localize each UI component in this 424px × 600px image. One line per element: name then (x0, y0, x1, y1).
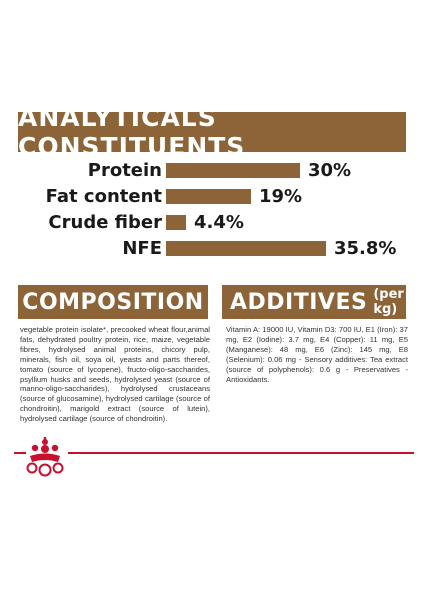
royal-crown-logo-icon (26, 437, 64, 477)
additives-title-label: ADDITIVES (230, 289, 368, 315)
additives-text: Vitamin A: 19000 IU, Vitamin D3: 700 IU,… (226, 325, 408, 384)
additives-unit: (per kg) (373, 287, 404, 317)
additives-title: ADDITIVES (per kg) (222, 285, 406, 319)
bar-category-label: Protein (87, 160, 162, 181)
bar-value-label: 4.4% (194, 212, 244, 233)
composition-title: COMPOSITION (18, 285, 208, 319)
bar-category-label: Crude fiber (48, 212, 162, 233)
footer-line-left (14, 452, 26, 454)
bar (166, 189, 251, 204)
composition-text: vegetable protein isolate*, precooked wh… (20, 325, 210, 424)
bar-value-label: 30% (308, 160, 352, 181)
bar-row: Fat content 19% (18, 184, 406, 210)
bar (166, 163, 300, 178)
bar-row: Crude fiber 4.4% (18, 210, 406, 236)
bar-category-label: NFE (122, 238, 162, 259)
analytical-bar-chart: Protein 30% Fat content 19% Crude fiber 4.4% N… (18, 158, 406, 262)
bar-row: Protein 30% (18, 158, 406, 184)
bar-value-label: 19% (259, 186, 303, 207)
bar-category-label: Fat content (45, 186, 162, 207)
bar-value-label: 35.8% (334, 238, 397, 259)
analytical-title: ANALYTICALS CONSTITUENTS (18, 103, 406, 161)
bar-row: NFE 35.8% (18, 236, 406, 262)
bar (166, 215, 186, 230)
bar (166, 241, 326, 256)
footer-line-right (68, 452, 414, 454)
